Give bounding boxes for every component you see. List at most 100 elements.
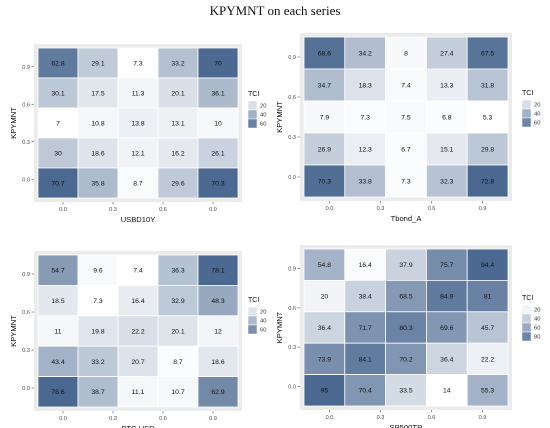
cell-value-label: 32.3: [440, 178, 453, 185]
heatmap-cell: [303, 311, 346, 344]
cell-value-label: 33.8: [359, 178, 372, 185]
heatmap-cell: [425, 248, 468, 281]
cell-value-label: 7.3: [133, 60, 143, 67]
cell-value-label: 8.7: [173, 359, 183, 366]
legend-key: [521, 331, 532, 342]
legend-label: 60: [260, 122, 266, 128]
heatmap-cell: [117, 167, 159, 199]
cell-value-label: 81: [484, 294, 492, 301]
heatmap-cell: [37, 345, 79, 378]
heatmap-cell: [197, 107, 239, 139]
cell-value-label: 10.8: [91, 120, 104, 127]
y-tick-label: 0.0: [22, 177, 30, 183]
heatmap-cell: [197, 284, 239, 317]
cell-value-label: 8.7: [133, 180, 143, 187]
cell-value-label: 18.6: [211, 359, 224, 366]
y-axis-label: KPYMNT: [9, 107, 18, 139]
x-tick-label: 0.6: [159, 207, 167, 213]
x-tick-label: 0.9: [209, 416, 217, 422]
heatmap-cell: [37, 376, 79, 408]
cell-value-label: 11.1: [132, 389, 145, 396]
cell-value-label: 78.1: [211, 268, 224, 275]
heatmap-cell: [117, 137, 159, 169]
x-tick-label: 0.6: [159, 416, 167, 422]
cell-value-label: 22.2: [131, 328, 144, 335]
y-tick-label: 0.9: [22, 272, 30, 278]
cell-value-label: 73.9: [318, 356, 331, 363]
heatmap-cell: [466, 36, 509, 70]
cell-value-label: 29.1: [91, 60, 104, 67]
cell-value-label: 6.8: [442, 114, 452, 121]
cell-value-label: 84.9: [440, 294, 453, 301]
heatmap-cell: [197, 77, 239, 109]
cell-value-label: 12: [214, 328, 222, 335]
heatmap-cell: [77, 345, 119, 378]
cell-value-label: 8: [404, 50, 408, 57]
cell-value-label: 34.7: [318, 82, 331, 89]
y-tick-label: 0.3: [288, 345, 296, 351]
legend-key: [247, 100, 258, 111]
heatmap-cell: [157, 376, 199, 408]
heatmap-cell: [303, 36, 346, 70]
cell-value-label: 5.3: [483, 114, 493, 121]
cell-value-label: 34.2: [359, 50, 372, 57]
y-tick-label: 0.6: [288, 306, 296, 312]
cell-value-label: 10.7: [171, 389, 184, 396]
legend-label: 20: [260, 310, 266, 316]
cell-value-label: 68.6: [318, 50, 331, 57]
legend-label: 20: [534, 103, 540, 109]
heatmap-cell: [197, 137, 239, 169]
legend-key: [521, 313, 532, 324]
heatmap-cell: [344, 100, 386, 134]
y-tick-label: 0.3: [22, 348, 30, 354]
cell-value-label: 13.8: [131, 120, 144, 127]
cell-value-label: 20.1: [171, 328, 184, 335]
cell-value-label: 67.5: [481, 50, 494, 57]
y-axis-label: KPYMNT: [275, 311, 284, 343]
cell-value-label: 11: [54, 328, 61, 335]
cell-value-label: 20: [321, 294, 329, 301]
heatmap-cell: [385, 36, 427, 70]
heatmap-cell: [303, 68, 346, 102]
cell-value-label: 9.6: [93, 268, 103, 275]
heatmap-cell: [77, 376, 119, 408]
x-tick-label: 0.0: [59, 207, 67, 213]
heatmap-cell: [157, 167, 199, 199]
y-tick-label: 0.0: [288, 384, 296, 390]
cell-value-label: 70: [214, 60, 222, 67]
x-tick-label: 0.9: [479, 206, 487, 212]
heatmap-cell: [197, 167, 239, 199]
x-axis-label: BTC.USD: [121, 424, 155, 428]
y-tick-label: 0.0: [22, 386, 30, 392]
x-axis-label: SP500TR: [390, 423, 423, 428]
legend-key: [521, 117, 532, 128]
cell-value-label: 33.5: [399, 388, 412, 395]
cell-value-label: 36.3: [171, 268, 184, 275]
y-tick-label: 0.3: [22, 140, 30, 146]
cell-value-label: 69.6: [440, 325, 453, 332]
cell-value-label: 26.9: [318, 146, 331, 153]
cell-value-label: 7.4: [133, 268, 143, 275]
legend-key: [521, 322, 532, 333]
legend-label: 60: [260, 328, 266, 334]
heatmap-cell: [425, 68, 468, 102]
cell-value-label: 12.1: [131, 150, 144, 157]
cell-value-label: 37.9: [399, 262, 412, 269]
cell-value-label: 43.4: [51, 359, 64, 366]
legend-title: TCI: [248, 91, 259, 98]
heatmap-cell: [385, 311, 427, 344]
heatmap-cell: [425, 100, 468, 134]
cell-value-label: 7: [56, 120, 60, 127]
cell-value-label: 54.7: [51, 268, 64, 275]
heatmap-cell: [385, 164, 427, 198]
legend-key: [247, 118, 258, 129]
heatmap-cell: [77, 107, 119, 139]
heatmap-cell: [197, 345, 239, 378]
cell-value-label: 70.3: [211, 180, 224, 187]
cell-value-label: 70.3: [318, 178, 331, 185]
cell-value-label: 7.9: [320, 114, 330, 121]
legend-key: [247, 306, 258, 317]
x-axis-label: Tbond_A: [391, 214, 423, 223]
heatmap-cell: [385, 132, 427, 166]
cell-value-label: 70.2: [399, 356, 412, 363]
